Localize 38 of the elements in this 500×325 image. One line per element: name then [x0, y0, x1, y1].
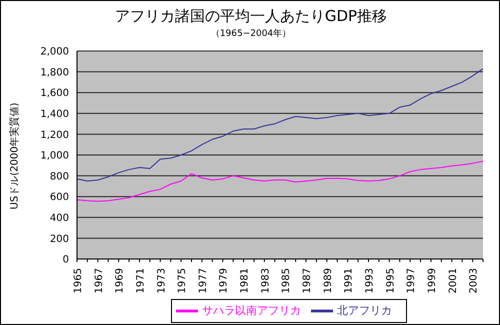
y-tick-label: 1,800 — [40, 67, 69, 78]
y-tick-label: 1,400 — [40, 108, 69, 120]
y-tick-label: 200 — [50, 234, 69, 245]
x-tick-label: 1991 — [344, 268, 355, 294]
x-tick-label: 1975 — [177, 268, 188, 294]
x-tick-label: 1979 — [218, 268, 230, 294]
y-tick-label: 800 — [50, 171, 69, 182]
chart-subtitle: （1965−2004年） — [210, 28, 292, 40]
x-tick-label: 1973 — [156, 268, 168, 294]
y-tick-label: 400 — [50, 212, 69, 224]
y-axis-title: USドル(2000年実質値) — [8, 102, 21, 210]
x-tick-label: 1971 — [135, 268, 146, 294]
x-tick-label: 1987 — [302, 268, 314, 294]
y-tick-label: 0 — [62, 254, 69, 266]
x-tick-label: 1989 — [322, 268, 334, 294]
chart-title: アフリカ諸国の平均一人あたりGDP推移 — [114, 7, 388, 26]
x-tick-label: 1997 — [406, 268, 418, 294]
x-tick-label: 1981 — [240, 268, 251, 294]
line-series — [76, 68, 484, 182]
x-tick-label: 2003 — [468, 268, 480, 294]
x-tick-label: 1995 — [385, 268, 396, 294]
y-tick-label: 2,000 — [40, 46, 69, 58]
x-tick-label: 1969 — [114, 268, 126, 294]
x-tick-label: 2001 — [448, 268, 459, 294]
y-tick-label: 1,000 — [40, 150, 69, 162]
legend-label: サハラ以南アフリカ — [202, 304, 301, 318]
legend-label: 北アフリカ — [337, 304, 392, 318]
x-tick-label: 1985 — [281, 268, 292, 294]
y-tick-label: 1,200 — [40, 130, 69, 141]
x-tick-label: 1967 — [94, 268, 105, 294]
x-tick-label: 1999 — [426, 268, 438, 294]
x-tick-label: 1993 — [364, 268, 376, 294]
y-tick-label: 600 — [50, 192, 69, 204]
x-tick-label: 1965 — [73, 268, 84, 294]
y-tick-label: 1,600 — [40, 88, 69, 100]
line-series — [76, 160, 484, 202]
x-tick-label: 1983 — [260, 268, 272, 294]
x-tick-label: 1977 — [198, 268, 209, 294]
